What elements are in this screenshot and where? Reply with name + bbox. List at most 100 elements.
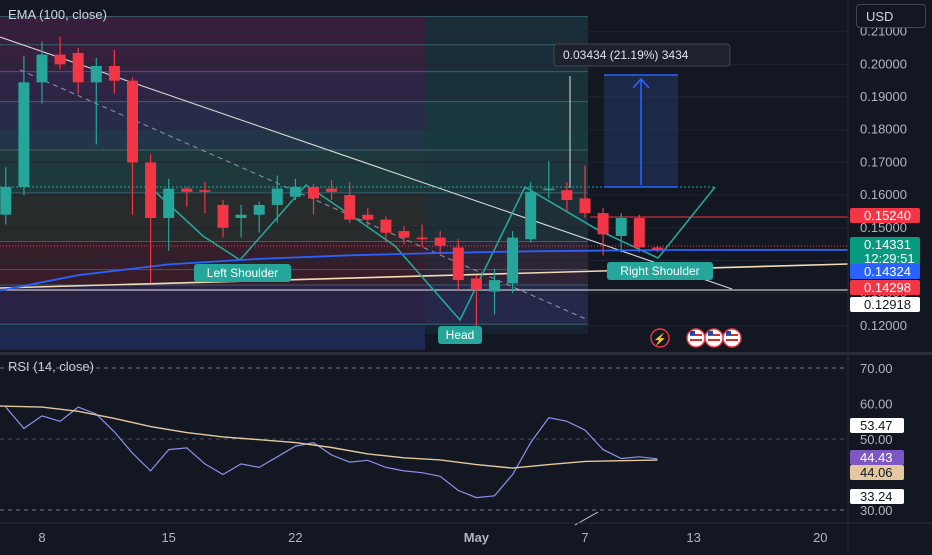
pane-separator <box>0 352 932 355</box>
price-tick-label: 0.17000 <box>860 154 907 169</box>
candle-body[interactable] <box>326 188 338 192</box>
measure-label: 0.03434 (21.19%) 3434 <box>563 48 689 62</box>
rsi-value-box <box>850 450 904 465</box>
candle-body[interactable] <box>489 280 500 292</box>
fib-zone-left <box>0 285 425 325</box>
candle-body[interactable] <box>525 191 537 240</box>
fib-zone-right <box>425 285 588 325</box>
candle-body[interactable] <box>398 231 410 238</box>
candle-body[interactable] <box>108 66 120 81</box>
candle-body[interactable] <box>434 237 446 246</box>
candle-body[interactable] <box>362 214 374 220</box>
fib-zone-right <box>425 16 588 45</box>
left-shoulder-label-badge <box>194 264 291 282</box>
flag-stripe-icon <box>690 334 702 336</box>
lightning-event-icon[interactable] <box>650 328 670 348</box>
rsi-tick-label: 30.00 <box>860 503 893 518</box>
candle-body[interactable] <box>416 237 428 240</box>
candle-body[interactable] <box>380 219 392 233</box>
price-label: 0.14324 <box>864 264 911 279</box>
candle-body[interactable] <box>507 237 519 284</box>
rsi-line <box>5 406 658 499</box>
fib-zone-left <box>0 16 425 45</box>
left-shoulder-label: Left Shoulder <box>207 266 278 280</box>
rsi-value-box <box>850 489 904 504</box>
candle-body[interactable] <box>452 247 464 281</box>
time-tick-label: 8 <box>38 530 45 545</box>
price-label: 0.12918 <box>864 297 911 312</box>
us-flag-event-icon[interactable] <box>704 328 724 348</box>
rsi-value-label: 44.06 <box>860 465 893 480</box>
price-tick-label: 0.15000 <box>860 220 907 235</box>
overlay-layer: 0.03434 (21.19%) 3434 Left Shoulder Head Ri… <box>8 7 742 348</box>
price-label-box <box>850 280 920 295</box>
candle-body[interactable] <box>615 218 627 236</box>
fib-zone-right <box>425 150 588 193</box>
fib-zone-left <box>0 101 425 130</box>
time-tick-label: 22 <box>288 530 302 545</box>
price-label-box <box>850 297 920 312</box>
currency-button[interactable]: USD <box>856 4 926 28</box>
candle-body[interactable] <box>344 195 356 220</box>
candle-body[interactable] <box>145 162 157 219</box>
drawings-layer <box>0 36 849 322</box>
candle-body[interactable] <box>0 186 12 215</box>
candle-body[interactable] <box>36 54 48 83</box>
flag-canton-icon <box>690 331 695 335</box>
descending-trendline <box>0 36 733 290</box>
rsi-value-label: 33.24 <box>860 489 893 504</box>
candles-layer[interactable] <box>0 36 663 328</box>
time-tick-label: 15 <box>161 530 175 545</box>
candle-body[interactable] <box>72 52 84 83</box>
projection-zone <box>425 16 588 334</box>
candle-body[interactable] <box>271 188 283 205</box>
candle-body[interactable] <box>561 190 573 201</box>
candle-body[interactable] <box>597 213 609 235</box>
head-and-shoulders-outline <box>147 183 716 322</box>
candle-body[interactable] <box>127 80 138 163</box>
price-tick-label: 0.16000 <box>860 187 907 202</box>
candle-body[interactable] <box>253 204 265 215</box>
us-flag-event-icon[interactable] <box>722 328 742 348</box>
fib-zone-left <box>0 129 425 151</box>
candle-body[interactable] <box>199 190 211 192</box>
fib-zones <box>0 16 588 350</box>
fib-zone-right <box>425 192 588 242</box>
candle-body[interactable] <box>470 278 482 290</box>
time-tick-label: 20 <box>813 530 827 545</box>
rsi-tick-label: 70.00 <box>860 361 893 376</box>
price-tick-label: 0.20000 <box>860 56 907 71</box>
fib-zone-left <box>0 192 425 242</box>
ema-indicator-title: EMA (100, close) <box>8 7 107 22</box>
candle-body[interactable] <box>217 204 229 228</box>
candle-body[interactable] <box>90 66 102 83</box>
rsi-value-label: 44.43 <box>860 450 893 465</box>
time-tick-label: 7 <box>581 530 588 545</box>
rsi-value-box <box>850 465 904 480</box>
candle-body[interactable] <box>235 214 247 219</box>
time-tick-label: 13 <box>686 530 700 545</box>
candle-body[interactable] <box>54 54 66 65</box>
candle-body[interactable] <box>579 198 591 214</box>
lightning-icon: ⚡ <box>653 333 667 346</box>
candle-body[interactable] <box>289 186 301 197</box>
flag-stripe-icon <box>726 339 738 341</box>
price-label: 0.15240 <box>864 208 911 223</box>
price-label-box <box>850 208 920 223</box>
flag-stripe-icon <box>690 339 702 341</box>
fib-zone-right <box>425 241 588 270</box>
candle-body[interactable] <box>633 218 645 248</box>
us-flag-event-icon[interactable] <box>686 328 706 348</box>
candle-body[interactable] <box>308 186 319 199</box>
price-label-box <box>850 237 920 267</box>
candle-body[interactable] <box>181 188 193 192</box>
candle-body[interactable] <box>18 82 30 187</box>
candle-body[interactable] <box>651 247 663 250</box>
candle-body[interactable] <box>543 188 555 191</box>
rsi-tick-label: 50.00 <box>860 432 893 447</box>
price-tick-label: 0.18000 <box>860 122 907 137</box>
candle-body[interactable] <box>163 188 175 219</box>
